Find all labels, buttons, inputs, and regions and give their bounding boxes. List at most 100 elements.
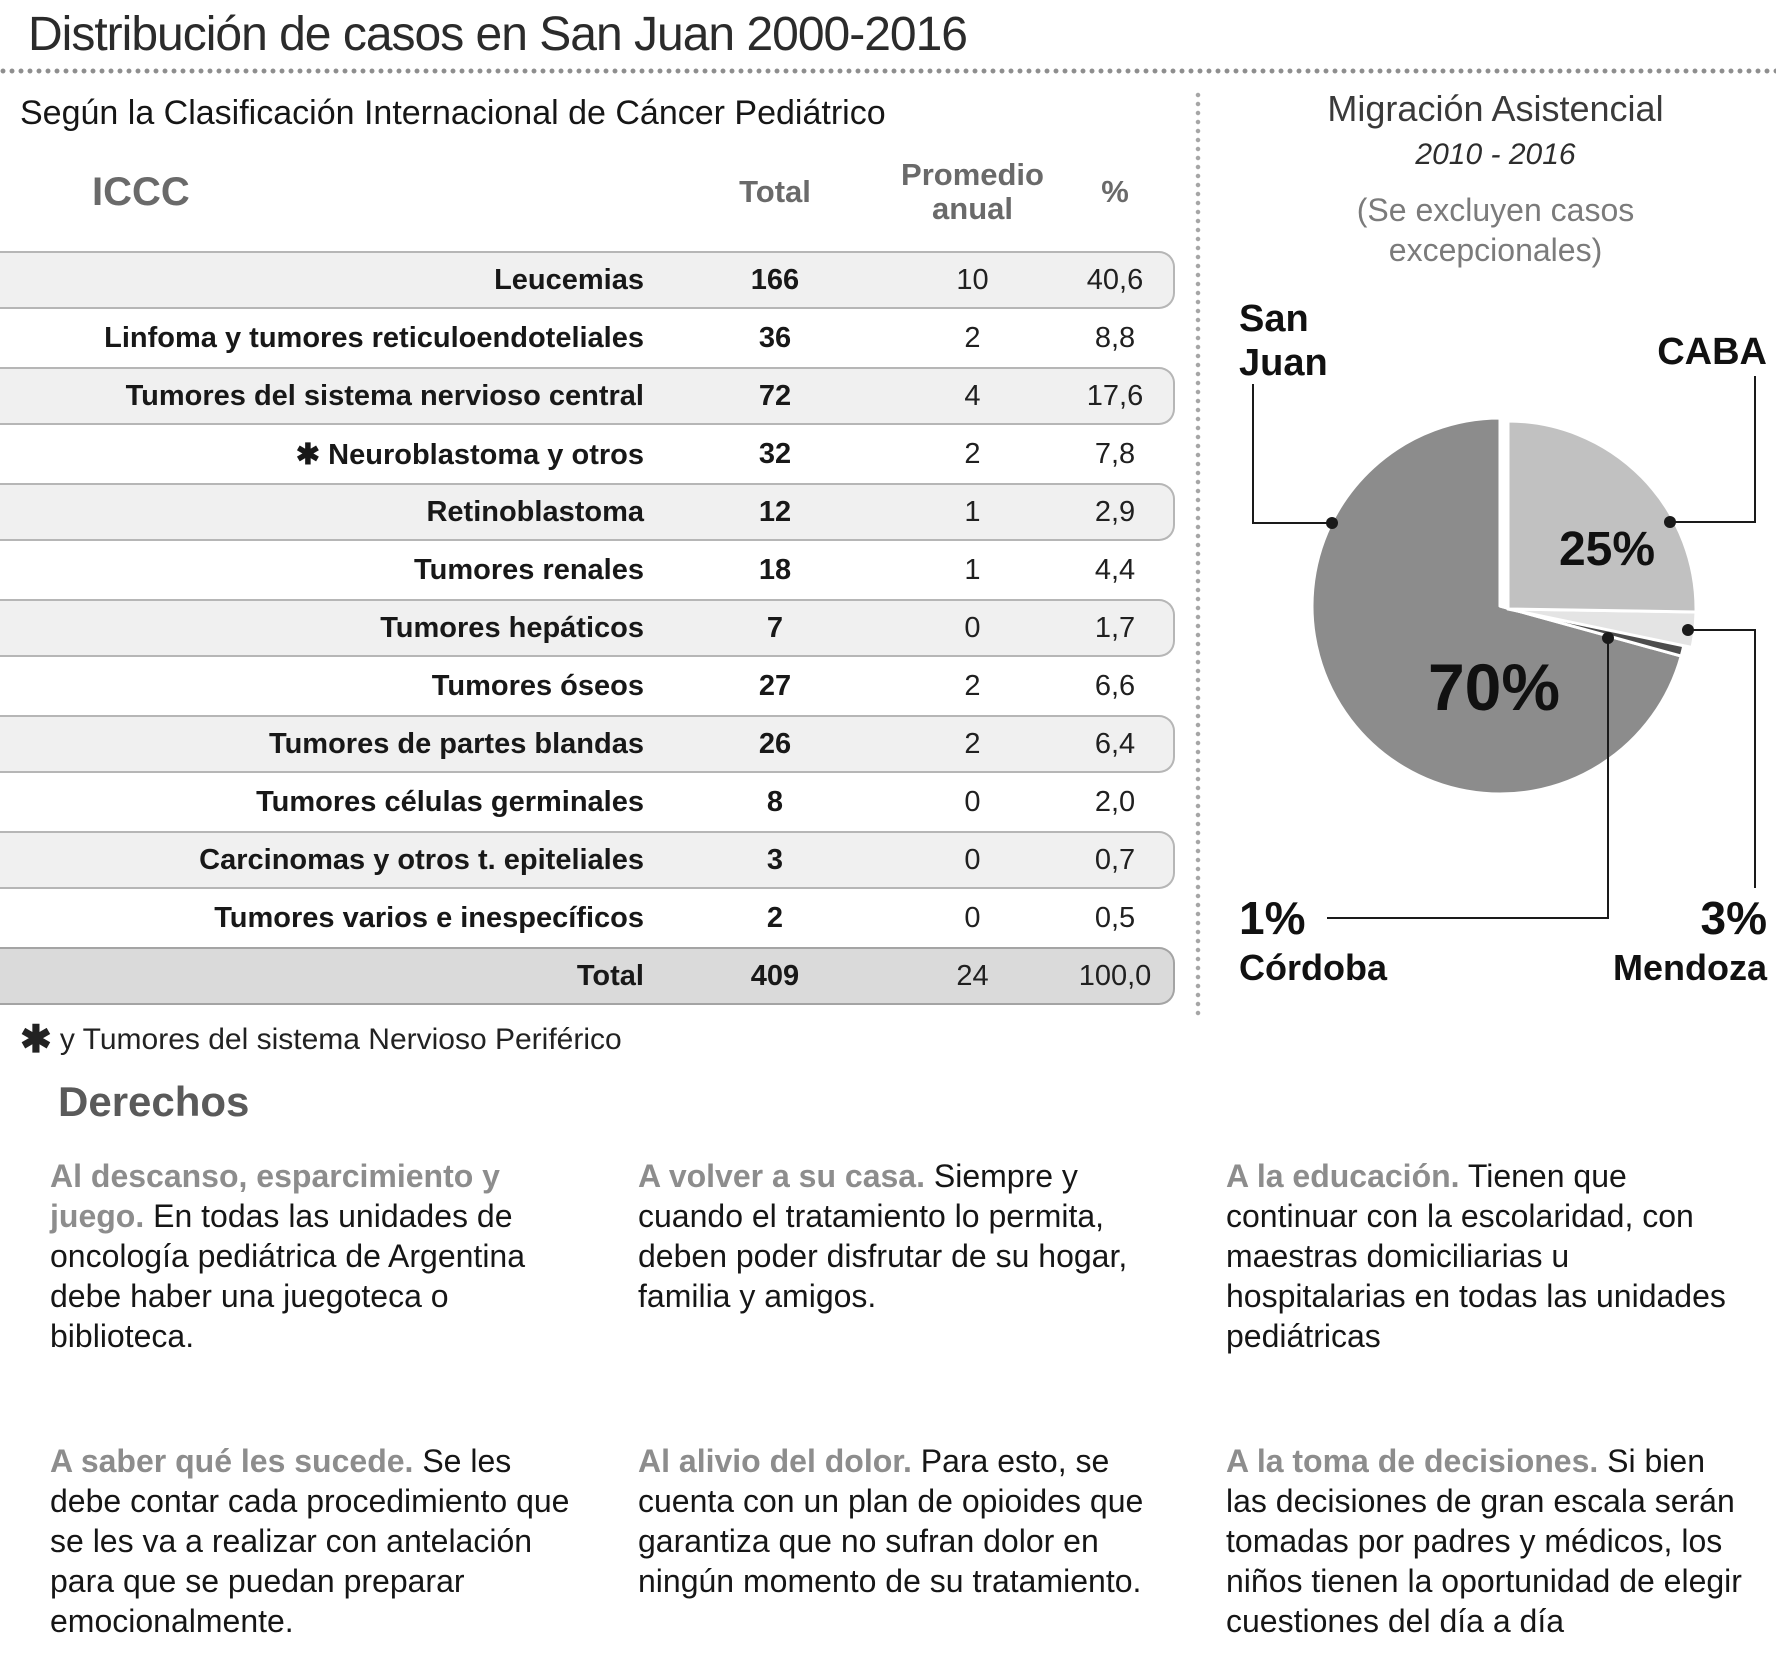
derechos-block-lead: A volver a su casa. (638, 1158, 925, 1195)
row-pct: 7,8 (1094, 437, 1136, 470)
label-mendoza-pct: 3% (1701, 892, 1767, 944)
table-row: Tumores óseos 27 2 6,6 (0, 657, 1175, 715)
derechos-block-lead: A la toma de decisiones. (1226, 1443, 1599, 1480)
row-total: 18 (758, 553, 792, 586)
label-caba: CABA (1657, 331, 1767, 373)
row-total: 32 (758, 437, 792, 470)
table-row: Tumores de partes blandas 26 2 6,4 (0, 715, 1175, 774)
callout-dot-mendoza (1682, 624, 1694, 637)
row-pct: 2,0 (1094, 785, 1136, 818)
migration-pie-chart: 70% 25% San Juan CABA 1% Córdoba 3% Mend… (1239, 298, 1768, 988)
table-row: Tumores hepáticos 7 0 1,7 (0, 599, 1175, 658)
column-header-promedio: Promedio anual (901, 156, 1044, 227)
row-label: Tumores óseos (431, 669, 644, 702)
row-label: Tumores de partes blandas (269, 727, 644, 760)
derechos-block-lead: A la educación. (1226, 1158, 1460, 1195)
label-mendoza-name: Mendoza (1613, 947, 1768, 988)
row-promedio: 0 (964, 611, 981, 644)
pie-panel: Migración Asistencial 2010 - 2016 (Se ex… (1215, 74, 1776, 1016)
derechos-block: Al alivio del dolor. Para esto, se cuent… (638, 1441, 1158, 1641)
table-subtitle: Según la Clasificación Internacional de … (20, 94, 886, 133)
row-total: 36 (758, 321, 792, 354)
row-promedio: 2 (964, 321, 981, 354)
callout-dot-cordoba (1602, 632, 1614, 645)
table-row: Tumores del sistema nervioso central 72 4 1… (0, 367, 1175, 426)
row-total: 8 (766, 785, 784, 818)
callout-dot-san-juan (1326, 517, 1338, 530)
main-area: Según la Clasificación Internacional de … (0, 74, 1776, 1062)
derechos-block: Al descanso, esparcimiento y juego. En t… (50, 1156, 570, 1356)
row-label: Tumores varios e inespecíficos (214, 901, 644, 934)
row-promedio: 10 (956, 263, 989, 296)
table-section: Según la Clasificación Internacional de … (0, 74, 1175, 1062)
row-promedio: 1 (964, 553, 981, 586)
row-label: Linfoma y tumores reticuloendoteliales (104, 321, 644, 354)
pie-subtitle: 2010 - 2016 (1415, 138, 1576, 172)
row-label: Tumores renales (414, 553, 644, 586)
leader-mendoza (1688, 629, 1756, 889)
row-label: Tumores células germinales (256, 785, 644, 818)
derechos-block-lead: Al alivio del dolor. (638, 1443, 912, 1480)
row-promedio: 2 (964, 437, 981, 470)
table-total-row: Total 409 24 100,0 (0, 947, 1175, 1006)
asterisk-icon: ✱ (20, 1019, 52, 1062)
leader-caba (1670, 376, 1756, 524)
row-pct: 0,7 (1094, 843, 1136, 876)
pie-value-san-juan: 70% (1428, 650, 1560, 724)
derechos-block: A la toma de decisiones. Si bien las dec… (1226, 1441, 1746, 1641)
row-promedio: 0 (964, 785, 981, 818)
row-pct: 1,7 (1094, 611, 1136, 644)
pie-value-caba: 25% (1559, 523, 1655, 576)
row-pct: 6,6 (1094, 669, 1136, 702)
leader-san-juan (1252, 384, 1332, 525)
table-row: Tumores renales 18 1 4,4 (0, 541, 1175, 599)
row-promedio: 0 (964, 901, 981, 934)
row-pct: 0,5 (1094, 901, 1136, 934)
pie-slice-san-juan (1310, 416, 1683, 796)
row-label: ✱ Neuroblastoma y otros (295, 438, 644, 471)
row-pct: 17,6 (1086, 379, 1144, 412)
derechos-heading: Derechos (58, 1078, 250, 1126)
row-label: Total (576, 959, 644, 992)
row-total: 27 (758, 669, 792, 702)
row-total: 2 (766, 901, 784, 934)
dotted-horizontal-divider (0, 68, 1776, 75)
callout-dot-caba (1664, 516, 1676, 529)
pie-slices (1310, 416, 1698, 796)
derechos-block: A la educación. Tienen que continuar con… (1226, 1156, 1746, 1356)
derechos-section: Derechos Al descanso, esparcimiento y ju… (0, 1078, 1776, 1641)
row-pct: 6,4 (1094, 727, 1136, 760)
derechos-block-body: Si bien las decisiones de gran escala se… (1226, 1443, 1742, 1640)
derechos-block-lead: Al descanso, esparcimiento y juego. (50, 1158, 500, 1235)
row-promedio: 2 (964, 669, 981, 702)
label-cordoba-pct: 1% (1239, 892, 1305, 944)
derechos-block-body: En todas las unidades de oncología pediá… (50, 1198, 526, 1355)
table-row: Leucemias 166 10 40,6 (0, 251, 1175, 310)
row-total: 72 (758, 379, 792, 412)
table-footnote: ✱ y Tumores del sistema Nervioso Periféri… (20, 1017, 1175, 1062)
table-body: Leucemias 166 10 40,6 Linfoma y tumores reti… (0, 251, 1175, 1006)
dotted-vertical-divider (1195, 92, 1201, 1018)
row-label: Tumores hepáticos (380, 611, 644, 644)
table-row: Retinoblastoma 12 1 2,9 (0, 483, 1175, 542)
row-pct: 8,8 (1094, 321, 1136, 354)
row-pct: 2,9 (1094, 495, 1136, 528)
label-san-juan-line2: Juan (1239, 342, 1328, 384)
table-row: Tumores varios e inespecíficos 2 0 0,5 (0, 889, 1175, 947)
pie-note: (Se excluyen casos excepcionales) (1356, 192, 1635, 269)
derechos-block: A volver a su casa. Siempre y cuando el … (638, 1156, 1158, 1356)
table-row: ✱ Neuroblastoma y otros 32 2 7,8 (0, 425, 1175, 483)
row-promedio: 0 (964, 843, 981, 876)
column-header-pct: % (1101, 174, 1129, 210)
footnote-text: y Tumores del sistema Nervioso Periféric… (59, 1023, 622, 1057)
pie-title: Migración Asistencial (1327, 88, 1664, 130)
row-promedio: 4 (964, 379, 981, 412)
row-total: 409 (750, 959, 800, 992)
row-total: 7 (766, 611, 784, 644)
derechos-block-body: Tienen que continuar con la escolaridad,… (1226, 1158, 1726, 1355)
table-row: Tumores células germinales 8 0 2,0 (0, 773, 1175, 831)
row-pct: 100,0 (1078, 959, 1152, 992)
row-total: 26 (758, 727, 792, 760)
leader-cordoba (1327, 638, 1609, 920)
